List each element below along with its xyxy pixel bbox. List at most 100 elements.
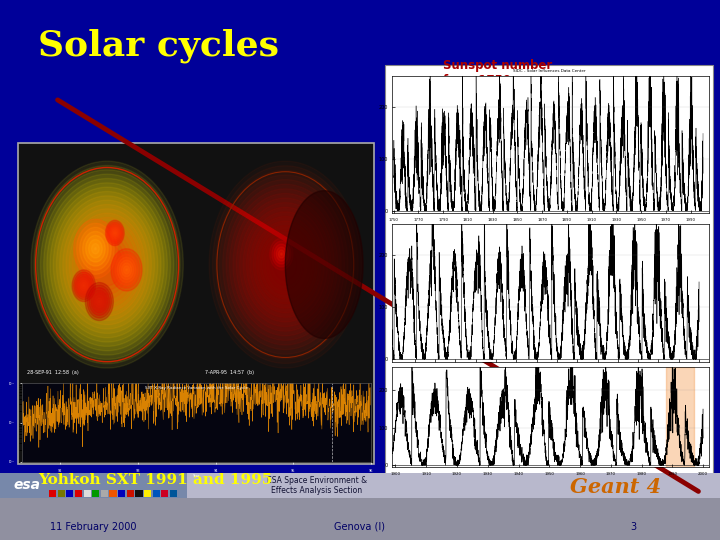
Polygon shape [285, 191, 363, 339]
Text: ESA Space Environment &
Effects Analysis Section: ESA Space Environment & Effects Analysis… [266, 476, 367, 495]
Bar [666, 367, 694, 467]
Polygon shape [270, 244, 300, 285]
Polygon shape [80, 280, 88, 291]
Polygon shape [80, 227, 111, 270]
Polygon shape [256, 226, 314, 303]
Polygon shape [106, 220, 125, 246]
Polygon shape [107, 222, 123, 244]
Polygon shape [34, 165, 180, 364]
Text: Sunspot number
from 1750: Sunspot number from 1750 [443, 59, 552, 87]
Text: 28-SEP-91  12:58  (a): 28-SEP-91 12:58 (a) [27, 370, 78, 375]
Polygon shape [53, 192, 161, 338]
Polygon shape [50, 187, 164, 342]
Text: SXT X-Ray Radiance Variation with the Solar Cycle: SXT X-Ray Radiance Variation with the So… [145, 386, 248, 390]
Polygon shape [111, 249, 142, 291]
Polygon shape [85, 235, 129, 294]
Polygon shape [91, 244, 99, 254]
Polygon shape [117, 258, 136, 282]
Text: Geant 4: Geant 4 [570, 477, 661, 497]
Polygon shape [83, 232, 108, 266]
Polygon shape [81, 282, 86, 289]
Bar [75, 490, 82, 497]
Polygon shape [124, 266, 130, 274]
Polygon shape [270, 238, 293, 270]
Text: Genova (I): Genova (I) [335, 522, 385, 531]
Bar [0, 472, 187, 498]
Polygon shape [272, 241, 291, 267]
X-axis label: Year: Year [192, 474, 200, 478]
Polygon shape [279, 250, 284, 258]
Text: 7-APR-95  14:57  (b): 7-APR-95 14:57 (b) [205, 370, 254, 375]
Polygon shape [253, 221, 318, 308]
Polygon shape [44, 179, 171, 350]
Text: Yohkoh SXT 1991 and 1995: Yohkoh SXT 1991 and 1995 [37, 472, 272, 487]
Polygon shape [115, 254, 138, 285]
Polygon shape [96, 298, 102, 305]
Polygon shape [89, 288, 109, 315]
Polygon shape [77, 276, 91, 295]
Polygon shape [236, 198, 334, 331]
Polygon shape [126, 269, 127, 271]
Polygon shape [109, 225, 120, 241]
Bar [127, 490, 134, 497]
Bar [49, 490, 56, 497]
Polygon shape [60, 200, 155, 329]
Polygon shape [94, 248, 96, 250]
Bar [109, 490, 117, 497]
Polygon shape [264, 235, 307, 294]
Polygon shape [87, 285, 112, 318]
Bar [0, 472, 720, 498]
Polygon shape [82, 231, 132, 299]
Polygon shape [31, 161, 184, 368]
Polygon shape [37, 170, 177, 359]
Bar [385, 65, 713, 537]
Polygon shape [86, 235, 105, 262]
Text: 11 February 2000: 11 February 2000 [50, 522, 137, 531]
Polygon shape [260, 231, 310, 299]
Polygon shape [69, 213, 145, 316]
Polygon shape [274, 249, 297, 280]
Polygon shape [113, 252, 140, 288]
Bar [161, 490, 168, 497]
Polygon shape [72, 270, 96, 301]
Bar [144, 490, 151, 497]
Polygon shape [95, 295, 104, 308]
Text: Solar cycles: Solar cycles [38, 29, 279, 63]
Polygon shape [113, 230, 117, 235]
Bar [118, 490, 125, 497]
Bar [92, 490, 99, 497]
Polygon shape [108, 224, 122, 242]
Polygon shape [78, 226, 135, 303]
Polygon shape [120, 260, 134, 280]
Text: SIDC - Solar Influences Data Center: SIDC - Solar Influences Data Center [513, 69, 585, 73]
Polygon shape [75, 274, 92, 298]
Polygon shape [63, 205, 151, 325]
Polygon shape [76, 223, 114, 274]
Polygon shape [89, 240, 102, 258]
Bar [18, 143, 374, 464]
Polygon shape [89, 239, 126, 290]
Polygon shape [250, 217, 320, 313]
Polygon shape [112, 228, 118, 237]
Polygon shape [93, 293, 106, 310]
Polygon shape [73, 272, 94, 299]
Polygon shape [76, 222, 139, 307]
Bar [66, 490, 73, 497]
Bar [0, 472, 720, 540]
Bar [58, 490, 65, 497]
Bar [84, 490, 91, 497]
Polygon shape [246, 212, 324, 318]
Polygon shape [240, 202, 331, 327]
Polygon shape [66, 209, 148, 320]
Polygon shape [274, 244, 289, 264]
Polygon shape [243, 207, 328, 322]
Polygon shape [281, 253, 282, 255]
Polygon shape [267, 240, 304, 289]
Bar [135, 490, 143, 497]
Polygon shape [73, 219, 117, 278]
Text: 3: 3 [631, 522, 636, 531]
Text: esa: esa [14, 478, 41, 492]
Polygon shape [78, 278, 89, 293]
Bar [153, 490, 160, 497]
Polygon shape [40, 174, 174, 355]
